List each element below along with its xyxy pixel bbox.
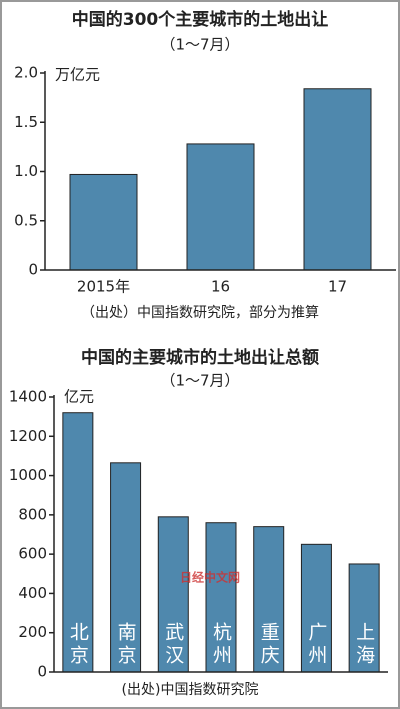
y-tick-label: 1.0: [14, 162, 38, 180]
bar: [157, 516, 189, 673]
y-tick-label: 2.0: [14, 64, 38, 82]
y-tick-label: 600: [18, 545, 47, 563]
y-tick-label: 0: [28, 261, 38, 279]
x-tick-label: 重庆: [258, 622, 280, 668]
unit-label: 亿元: [64, 388, 94, 406]
x-tick-label: 南京: [115, 622, 137, 668]
chart-subtitle: （1～7月）: [160, 36, 239, 54]
x-tick-label: 杭州: [210, 622, 232, 668]
y-tick-label: 0: [37, 663, 47, 681]
y-tick-label: 1200: [9, 427, 47, 445]
unit-label: 万亿元: [55, 66, 100, 84]
bar: [303, 88, 372, 271]
watermark: 日经中文网: [180, 570, 240, 585]
y-tick-label: 800: [18, 505, 47, 523]
bar: [62, 412, 94, 673]
source-note: (出处)中国指数研究院: [122, 682, 259, 698]
y-tick-label: 200: [18, 623, 47, 641]
y-tick-label: 1.5: [14, 113, 38, 131]
bar: [69, 173, 138, 271]
source-note: （出处）中国指数研究院，部分为推算: [81, 305, 319, 321]
bar: [110, 462, 142, 673]
y-tick-label: 0.5: [14, 211, 38, 229]
y-tick-label: 400: [18, 584, 47, 602]
x-tick-label: 北京: [67, 622, 89, 668]
x-tick-label: 上海: [353, 622, 375, 668]
x-tick-label: 武汉: [162, 622, 184, 668]
y-tick-label: 1400: [9, 388, 47, 406]
x-tick-label: 17: [328, 278, 347, 296]
chart-title: 中国的主要城市的土地出让总额: [81, 347, 319, 368]
x-tick-label: 广州: [305, 622, 327, 668]
chart-title: 中国的300个主要城市的土地出让: [72, 9, 329, 30]
chart-subtitle: （1～7月）: [160, 372, 239, 390]
x-tick-label: 16: [211, 278, 230, 296]
x-tick-label: 2015年: [77, 278, 130, 296]
y-tick-label: 1000: [9, 466, 47, 484]
bar: [348, 563, 380, 673]
bar: [186, 143, 255, 271]
